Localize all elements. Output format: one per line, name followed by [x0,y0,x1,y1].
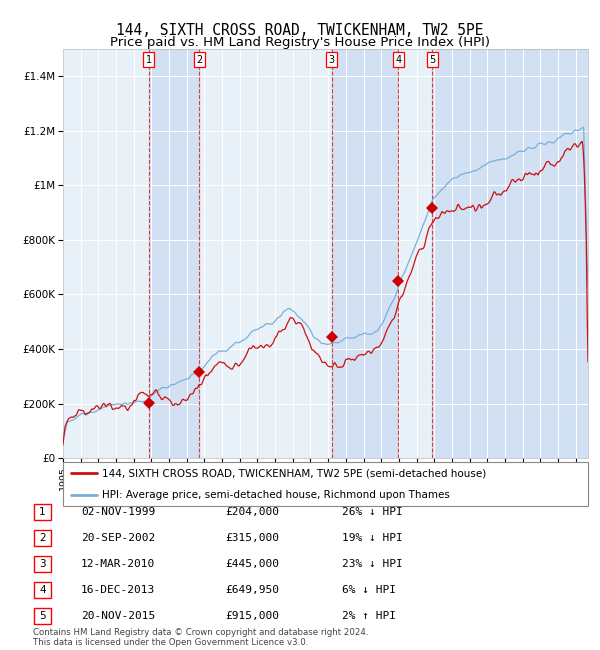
Text: 4: 4 [395,55,401,65]
Text: £315,000: £315,000 [225,533,279,543]
Text: 19% ↓ HPI: 19% ↓ HPI [342,533,403,543]
Text: 20-SEP-2002: 20-SEP-2002 [81,533,155,543]
Text: 144, SIXTH CROSS ROAD, TWICKENHAM, TW2 5PE (semi-detached house): 144, SIXTH CROSS ROAD, TWICKENHAM, TW2 5… [103,469,487,478]
Text: 3: 3 [328,55,335,65]
Text: 2: 2 [39,533,46,543]
Text: 144, SIXTH CROSS ROAD, TWICKENHAM, TW2 5PE: 144, SIXTH CROSS ROAD, TWICKENHAM, TW2 5… [116,23,484,38]
Text: 12-MAR-2010: 12-MAR-2010 [81,559,155,569]
FancyBboxPatch shape [34,608,51,625]
Text: 02-NOV-1999: 02-NOV-1999 [81,507,155,517]
Text: 1: 1 [145,55,152,65]
FancyBboxPatch shape [34,530,51,547]
Text: 5: 5 [429,55,436,65]
Text: £915,000: £915,000 [225,611,279,621]
Text: Contains HM Land Registry data © Crown copyright and database right 2024.
This d: Contains HM Land Registry data © Crown c… [33,628,368,647]
Bar [149,49,199,458]
Text: 2: 2 [196,55,203,65]
Bar [332,49,398,458]
Text: £649,950: £649,950 [225,585,279,595]
Text: 16-DEC-2013: 16-DEC-2013 [81,585,155,595]
Text: 6% ↓ HPI: 6% ↓ HPI [342,585,396,595]
Text: 2% ↑ HPI: 2% ↑ HPI [342,611,396,621]
Text: Price paid vs. HM Land Registry's House Price Index (HPI): Price paid vs. HM Land Registry's House … [110,36,490,49]
Text: 23% ↓ HPI: 23% ↓ HPI [342,559,403,569]
Text: 1: 1 [39,507,46,517]
Text: 5: 5 [39,611,46,621]
FancyBboxPatch shape [34,504,51,521]
Text: 26% ↓ HPI: 26% ↓ HPI [342,507,403,517]
Text: 3: 3 [39,559,46,569]
Bar [432,49,588,458]
Text: 20-NOV-2015: 20-NOV-2015 [81,611,155,621]
FancyBboxPatch shape [34,556,51,573]
FancyBboxPatch shape [34,582,51,599]
Text: £445,000: £445,000 [225,559,279,569]
Text: HPI: Average price, semi-detached house, Richmond upon Thames: HPI: Average price, semi-detached house,… [103,489,450,500]
Text: £204,000: £204,000 [225,507,279,517]
FancyBboxPatch shape [63,462,588,506]
Text: 4: 4 [39,585,46,595]
